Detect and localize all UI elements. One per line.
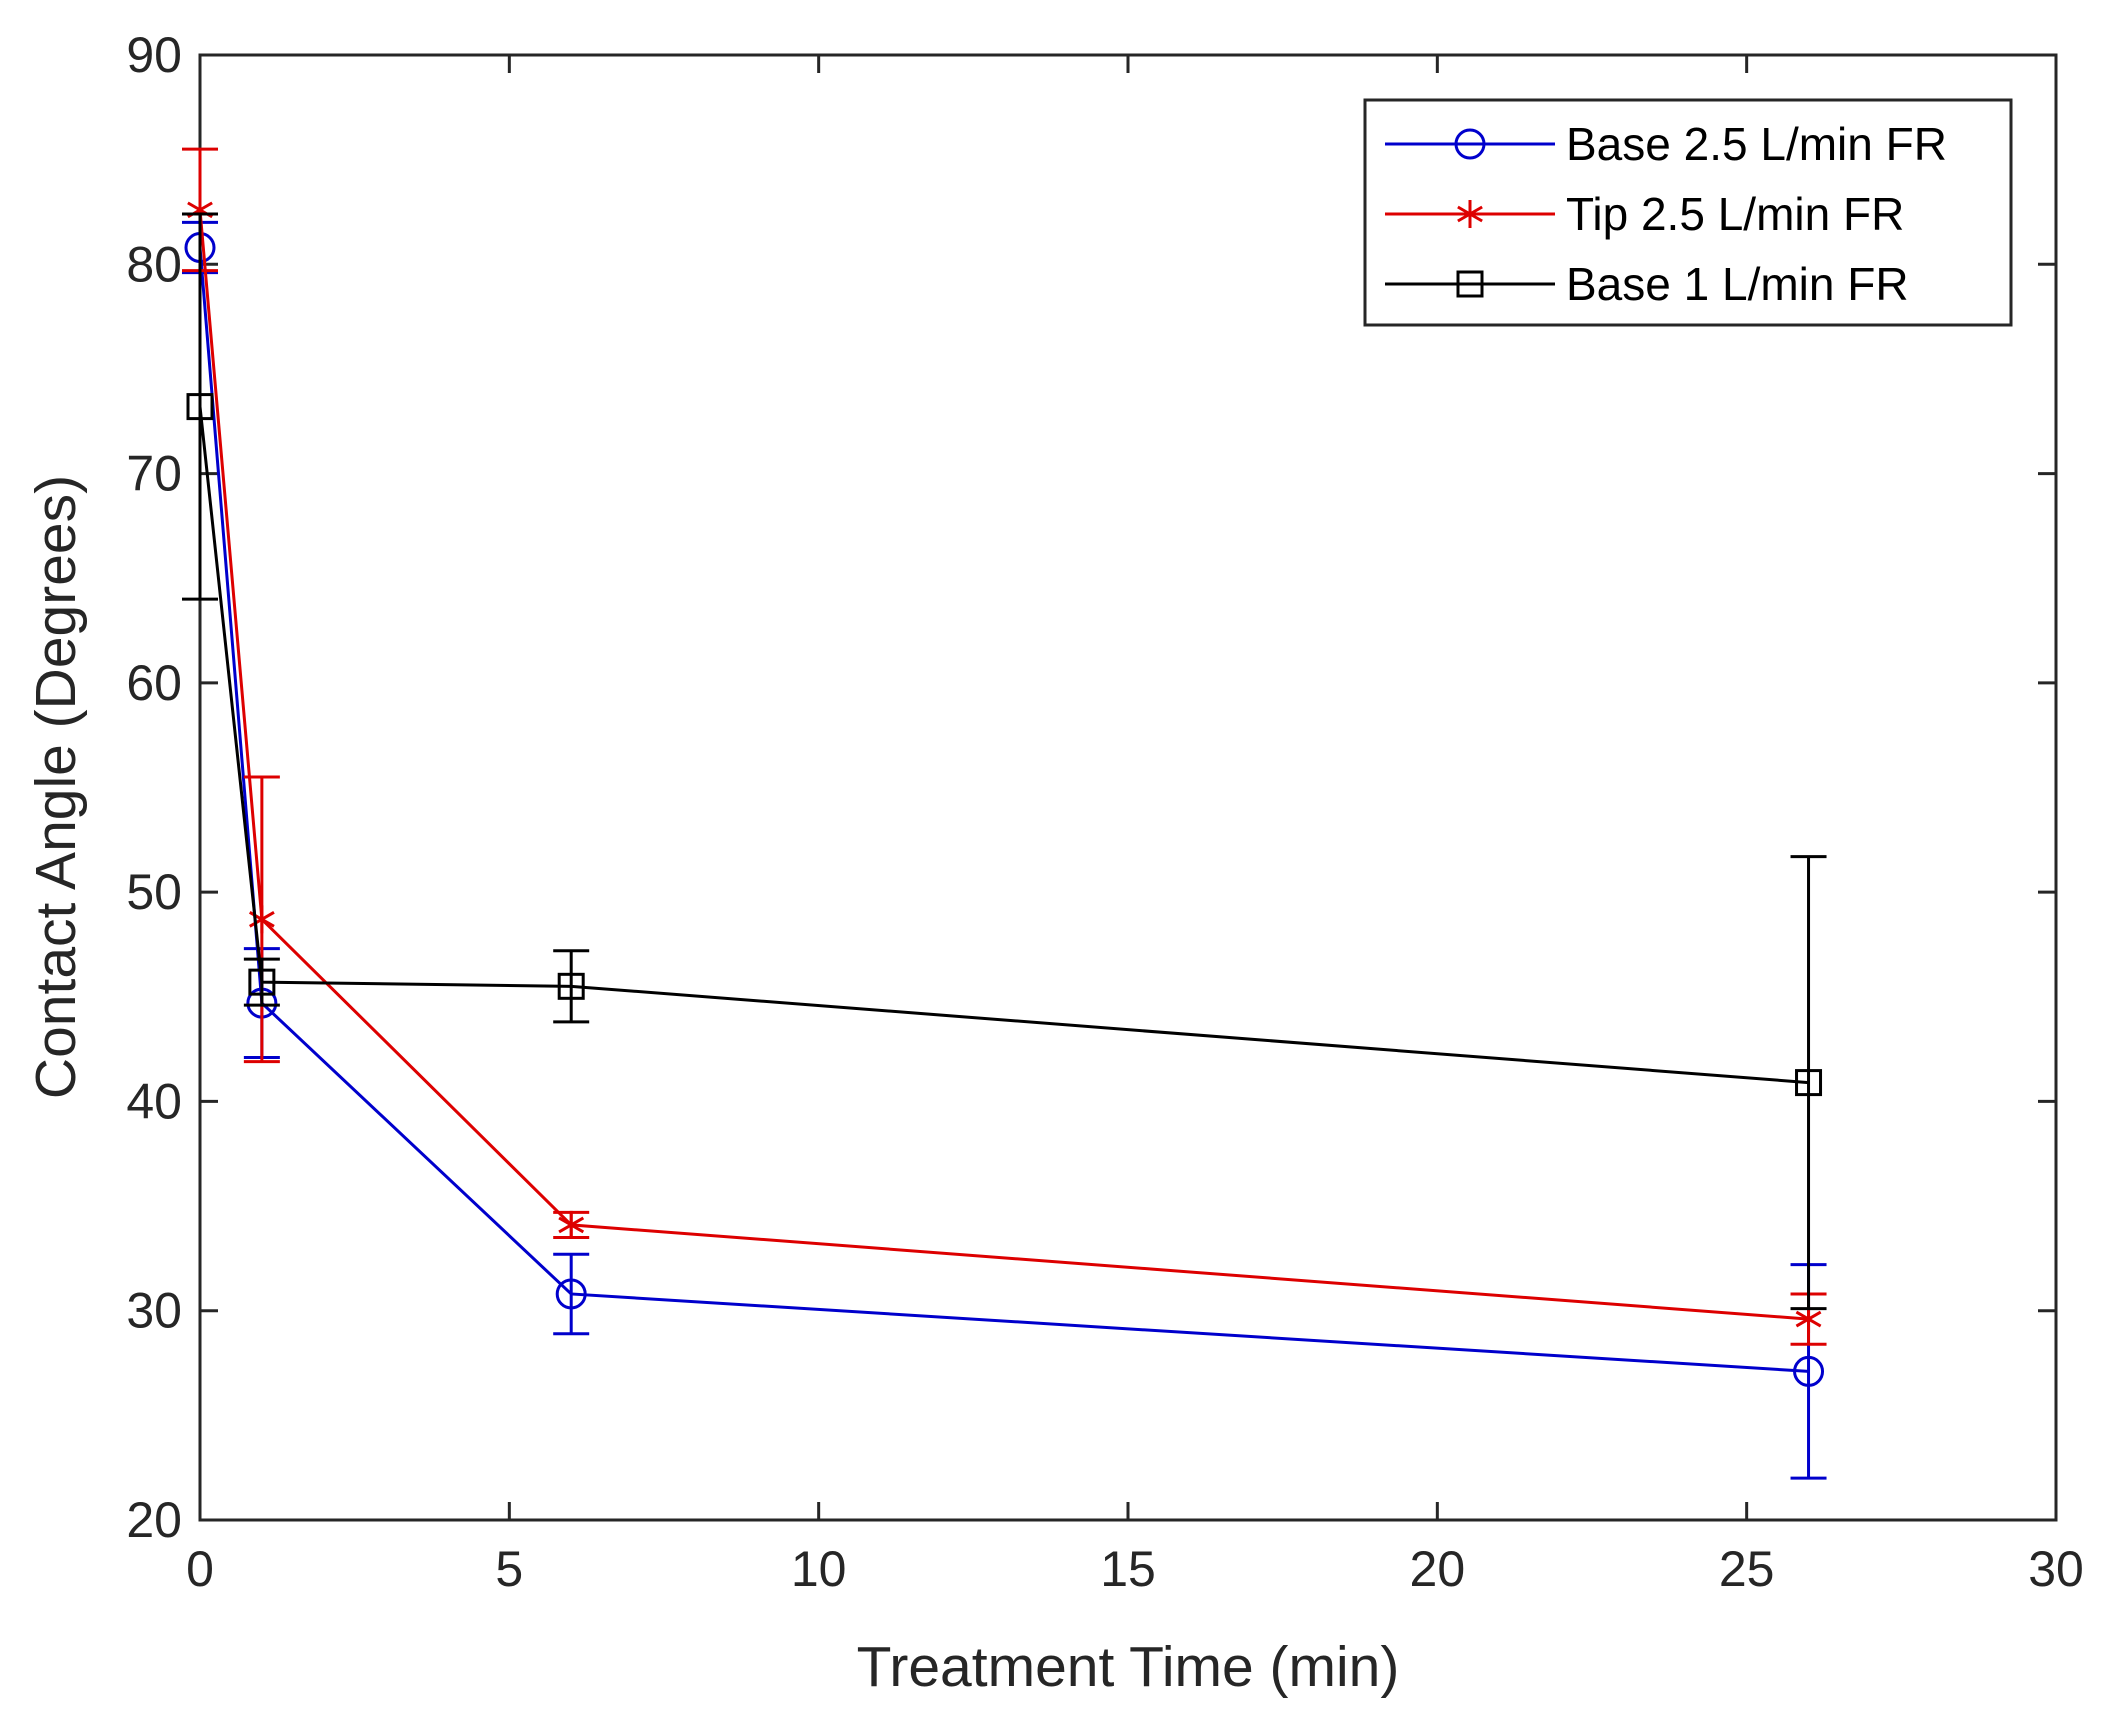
- series-layer: [182, 147, 1827, 1480]
- y-tick-label: 40: [126, 1073, 182, 1129]
- legend-marker: [1456, 270, 1484, 298]
- x-tick-label: 15: [1100, 1541, 1156, 1597]
- x-tick-label: 5: [495, 1541, 523, 1597]
- legend-marker: [1457, 200, 1483, 228]
- series-line: [198, 406, 1809, 1085]
- axis-ticks: 0 5 10 15 20 25 30 20 30 40 50 60 70 80 90: [126, 27, 2083, 1597]
- y-tick-label: 30: [126, 1283, 182, 1339]
- data-point: [1793, 1355, 1825, 1387]
- legend-label: Base 2.5 L/min FR: [1566, 118, 1947, 170]
- asterisk-stroke: [558, 1216, 585, 1234]
- legend-label: Base 1 L/min FR: [1566, 258, 1909, 310]
- x-tick-label: 0: [186, 1541, 214, 1597]
- x-tick-label: 20: [1410, 1541, 1466, 1597]
- x-tick-label: 10: [791, 1541, 847, 1597]
- y-tick-label: 60: [126, 655, 182, 711]
- x-tick-label: 25: [1719, 1541, 1775, 1597]
- data-point: [1795, 1069, 1823, 1097]
- legend-entry: Base 2.5 L/min FR: [1385, 118, 1947, 170]
- asterisk-stroke: [1795, 1310, 1822, 1328]
- legend-label: Tip 2.5 L/min FR: [1566, 188, 1904, 240]
- y-tick-label: 50: [126, 864, 182, 920]
- y-tick-label: 80: [126, 236, 182, 292]
- error-bar: [1790, 855, 1827, 1311]
- error-bar: [553, 1252, 590, 1336]
- error-bar: [182, 212, 218, 601]
- data-point: [248, 968, 276, 996]
- y-axis-label: Contact Angle (Degrees): [24, 475, 88, 1099]
- data-point: [186, 393, 214, 421]
- series-line: [198, 209, 1809, 1321]
- data-point: [558, 1210, 585, 1239]
- data-point: [557, 972, 585, 1000]
- series-asterisk: [182, 147, 1827, 1346]
- legend-entry: Tip 2.5 L/min FR: [1385, 188, 1904, 240]
- x-axis-label: Treatment Time (min): [857, 1635, 1400, 1699]
- y-tick-label: 20: [126, 1492, 182, 1548]
- legend: Base 2.5 L/min FR Tip 2.5 L/min FR Base 1 …: [1363, 98, 2013, 327]
- y-tick-label: 70: [126, 446, 182, 502]
- legend-entry: Base 1 L/min FR: [1385, 258, 1909, 310]
- series-square: [182, 212, 1827, 1311]
- error-bar: [553, 949, 590, 1024]
- data-point: [555, 1278, 587, 1310]
- error-bar: [243, 957, 280, 1007]
- asterisk-stroke: [1457, 205, 1483, 223]
- y-tick-label: 90: [126, 27, 182, 83]
- legend-marker: [1454, 128, 1486, 160]
- series-line: [198, 247, 1809, 1373]
- x-tick-label: 30: [2028, 1541, 2084, 1597]
